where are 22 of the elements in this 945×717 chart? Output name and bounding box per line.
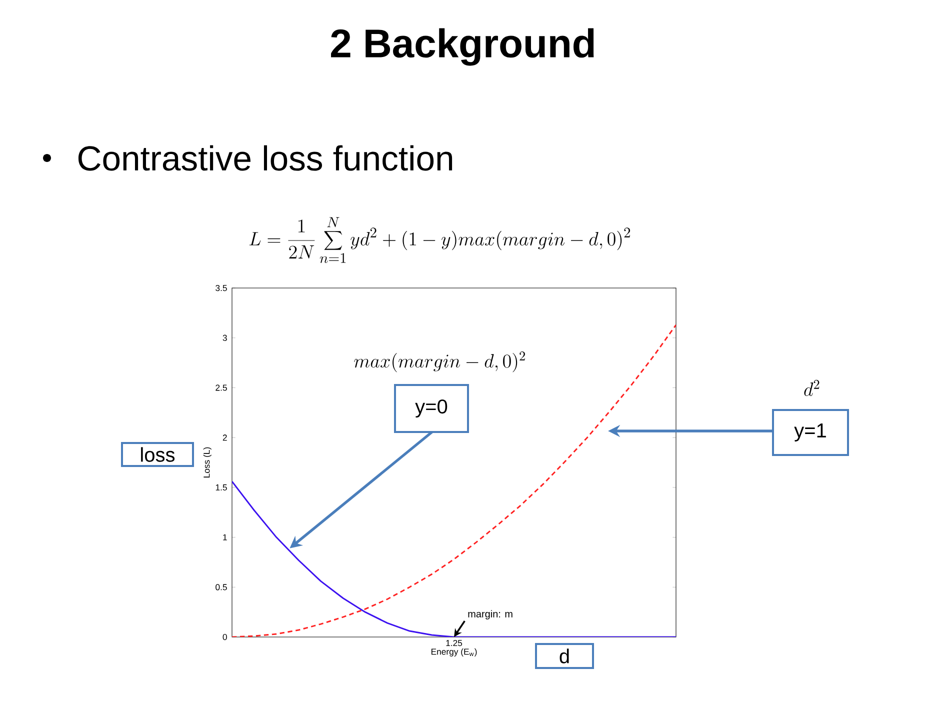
chart-title: 2 Background: [331, 28, 594, 66]
y-tick-label: 3: [222, 334, 227, 341]
x-axis-title: Energy (E$_{w}$): [431, 648, 477, 656]
y-tick-label: 3.5: [216, 284, 227, 292]
y-tick-label: 1: [223, 534, 227, 540]
text: 1.25: [446, 640, 462, 646]
line-series: [232, 324, 676, 638]
y-tick-label: 2: [222, 434, 227, 441]
y-tick-label: 1.5: [216, 484, 227, 490]
text: Contrastive loss function: [78, 145, 452, 171]
text: d: [560, 648, 569, 664]
y-tick-label: 2.5: [216, 384, 227, 391]
y-tick-label: 0.5: [216, 584, 227, 590]
text: loss: [141, 447, 175, 462]
y-axis-title: Loss (L): [203, 447, 212, 478]
annotation: margin: m: [468, 610, 512, 620]
annotation: $max(margin-d,0)^2$: [354, 352, 525, 372]
annotation: y=0: [415, 399, 448, 418]
text: $L = \frac{1}{2N}\sum_{n=1}^{N} yd^2 + (1-y)max(margin-d,0)^2$: [249, 217, 630, 263]
text: $d^2$: [804, 380, 820, 396]
text: y=1: [794, 424, 826, 442]
y-tick-label: 0: [222, 634, 227, 640]
